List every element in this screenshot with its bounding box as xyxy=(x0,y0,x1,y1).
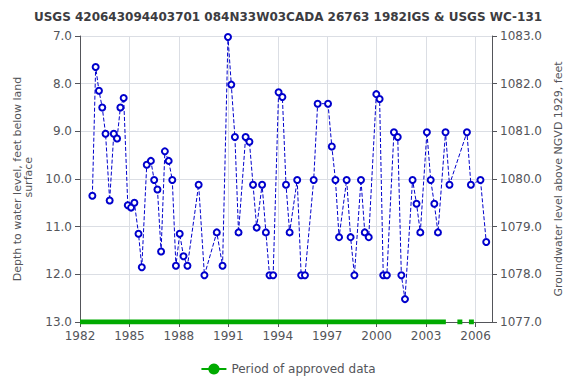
svg-text:2000: 2000 xyxy=(361,329,392,343)
svg-text:7.0: 7.0 xyxy=(53,29,72,43)
svg-text:8.0: 8.0 xyxy=(53,77,72,91)
svg-text:1082.0: 1082.0 xyxy=(500,77,542,91)
svg-text:Groundwater level above NGVD 1: Groundwater level above NGVD 1929, feet xyxy=(552,61,565,297)
svg-text:Period of approved data: Period of approved data xyxy=(231,362,375,376)
svg-text:1991: 1991 xyxy=(213,329,244,343)
svg-text:1982: 1982 xyxy=(65,329,96,343)
svg-text:surface: surface xyxy=(22,157,35,201)
svg-text:1985: 1985 xyxy=(114,329,145,343)
svg-text:12.0: 12.0 xyxy=(45,267,72,281)
svg-text:13.0: 13.0 xyxy=(45,315,72,329)
svg-text:Depth to water level, feet bel: Depth to water level, feet below land xyxy=(11,76,25,282)
svg-text:USGS 420643094403701 084N33W03: USGS 420643094403701 084N33W03CADA 26763… xyxy=(34,10,542,24)
svg-text:10.0: 10.0 xyxy=(45,172,72,186)
svg-text:1078.0: 1078.0 xyxy=(500,267,542,281)
svg-text:1997: 1997 xyxy=(312,329,343,343)
svg-text:1079.0: 1079.0 xyxy=(500,220,542,234)
svg-text:1083.0: 1083.0 xyxy=(500,29,542,43)
svg-text:1081.0: 1081.0 xyxy=(500,124,542,138)
svg-text:2003: 2003 xyxy=(411,329,442,343)
svg-text:9.0: 9.0 xyxy=(53,124,72,138)
svg-text:1080.0: 1080.0 xyxy=(500,172,542,186)
svg-text:11.0: 11.0 xyxy=(45,220,72,234)
svg-text:1988: 1988 xyxy=(164,329,195,343)
svg-text:2006: 2006 xyxy=(460,329,491,343)
svg-text:1994: 1994 xyxy=(262,329,293,343)
svg-text:1077.0: 1077.0 xyxy=(500,315,542,329)
